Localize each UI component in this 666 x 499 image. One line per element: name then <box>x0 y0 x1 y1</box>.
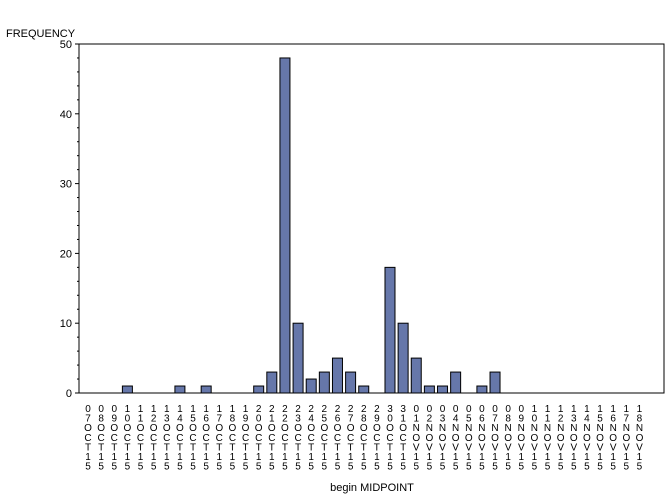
bars <box>121 57 501 394</box>
y-tick-label: 50 <box>60 39 72 51</box>
bar-20oct15 <box>253 385 265 394</box>
y-tick-label: 30 <box>60 179 72 191</box>
bar-03nov15 <box>437 385 449 394</box>
bar-01nov15 <box>410 357 422 394</box>
bar-27oct15 <box>345 371 357 394</box>
bar-26oct15 <box>331 357 343 394</box>
x-axis: 0 7 O C T 1 5 0 8 O C T 1 5 0 9 O C T 1 5 1 0 O C T 1 5 1 1 O C T 1 5 1 2 O C T… <box>84 404 643 473</box>
bar-30oct15 <box>384 266 396 394</box>
bar-06nov15 <box>476 385 488 394</box>
bar-23oct15 <box>292 322 304 394</box>
bar-02nov15 <box>423 385 435 394</box>
y-tick-label: 0 <box>66 388 72 400</box>
bar-28oct15 <box>358 385 370 394</box>
bar-24oct15 <box>305 378 317 394</box>
bar-04nov15 <box>450 371 462 394</box>
y-tick-label: 40 <box>60 109 72 121</box>
plot-frame <box>78 43 665 394</box>
bar-21oct15 <box>266 371 278 394</box>
bar-22oct15 <box>279 57 291 394</box>
x-axis-label: begin MIDPOINT <box>330 482 414 494</box>
bar-25oct15 <box>318 371 330 394</box>
y-tick-label: 10 <box>60 318 72 330</box>
bar-31oct15 <box>397 322 409 394</box>
bar-16oct15 <box>200 385 212 394</box>
bar-07nov15 <box>489 371 501 394</box>
bar-14oct15 <box>174 385 186 394</box>
y-tick-label: 20 <box>60 248 72 260</box>
y-axis-label: FREQUENCY <box>6 28 76 40</box>
bar-10oct15 <box>121 385 133 394</box>
y-axis: 0 10 20 30 40 50 <box>60 39 79 400</box>
